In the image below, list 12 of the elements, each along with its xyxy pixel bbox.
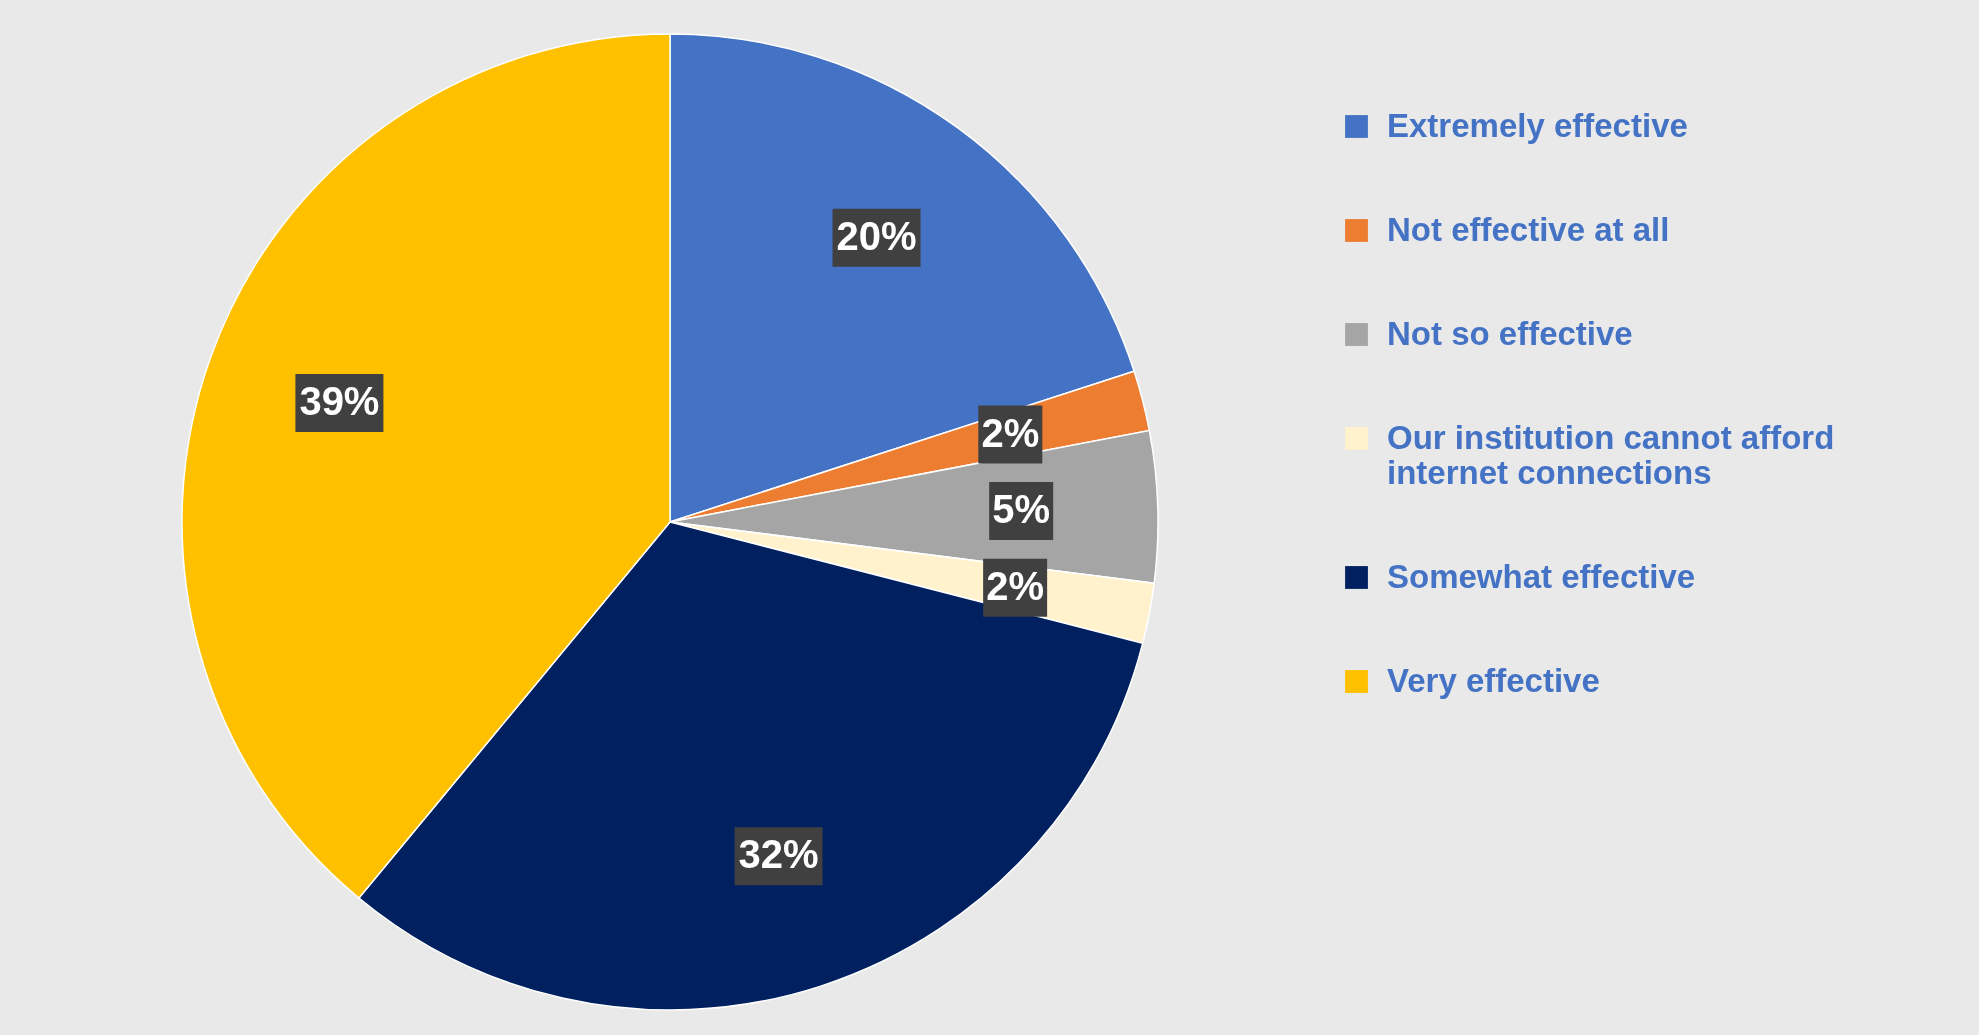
- legend-label: Very effective: [1387, 661, 1600, 699]
- legend-label: Extremely effective: [1387, 106, 1688, 144]
- legend-label: Our institution cannot afford internet connections: [1387, 418, 1835, 491]
- legend-label: Not effective at all: [1387, 210, 1670, 248]
- legend-label: Somewhat effective: [1387, 557, 1696, 595]
- data-label: 32%: [738, 832, 819, 877]
- data-label: 2%: [981, 410, 1040, 455]
- data-label: 2%: [986, 563, 1045, 608]
- data-label: 20%: [836, 213, 917, 258]
- legend-label: Not so effective: [1387, 314, 1633, 352]
- data-label: 39%: [299, 378, 380, 423]
- data-label: 5%: [992, 486, 1051, 531]
